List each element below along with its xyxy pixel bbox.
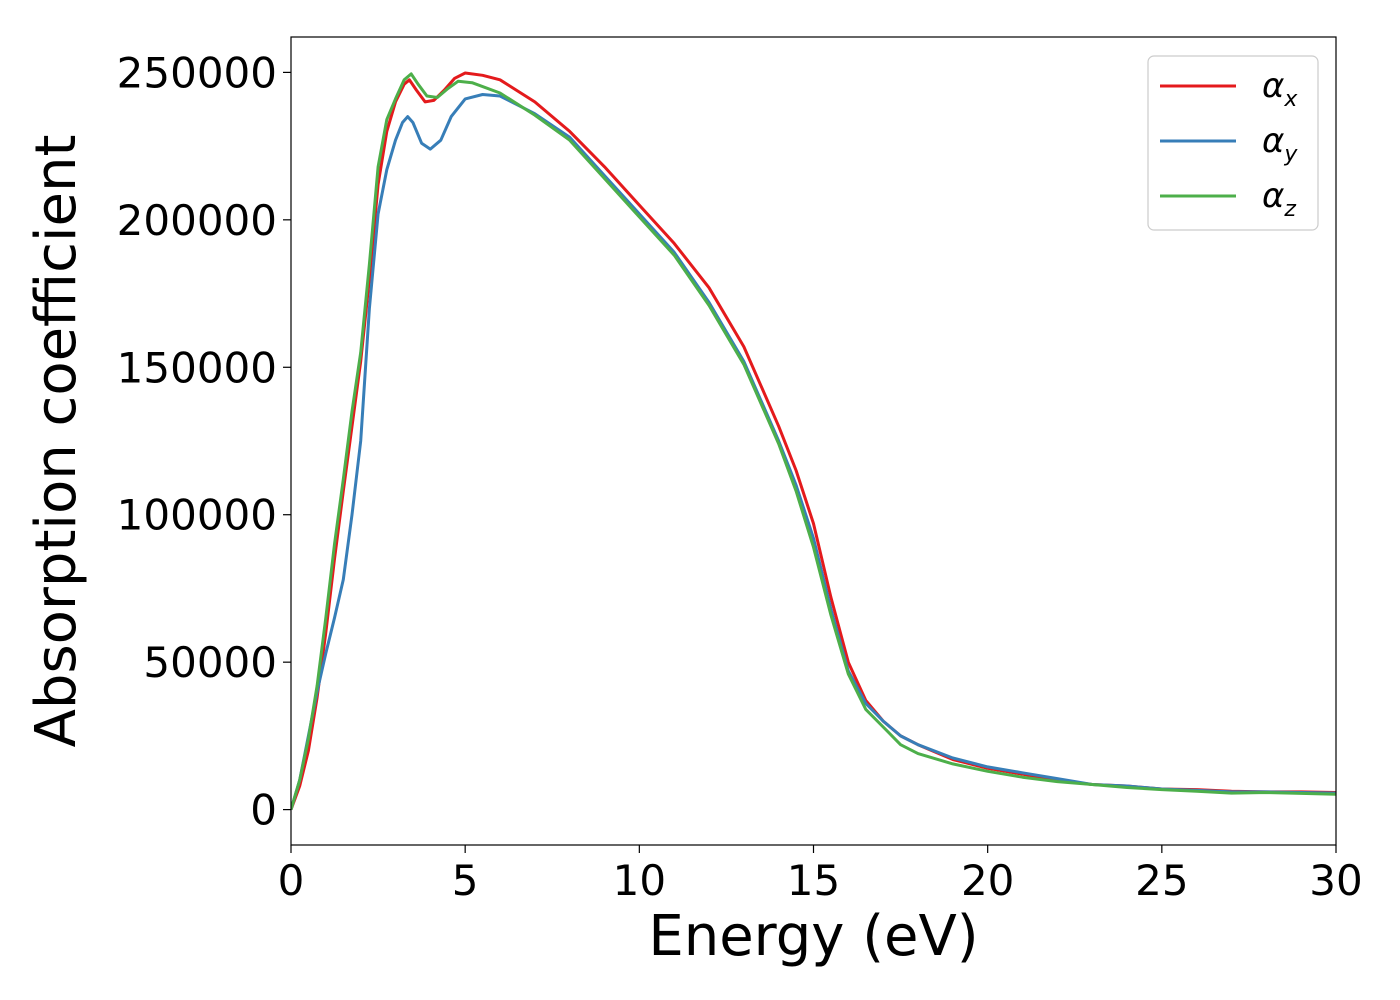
x-tick-label: 10 bbox=[613, 856, 666, 905]
y-tick-label: 150000 bbox=[117, 343, 277, 392]
x-axis: 0 5 10 15 20 25 30 bbox=[278, 845, 1363, 905]
series-line-z bbox=[291, 72, 1336, 811]
x-tick-label: 25 bbox=[1135, 856, 1188, 905]
legend-box bbox=[1147, 55, 1319, 231]
plot-area bbox=[291, 71, 1336, 811]
x-tick-label: 15 bbox=[787, 856, 840, 905]
y-tick-label: 50000 bbox=[143, 638, 277, 687]
y-tick-label: 200000 bbox=[117, 196, 277, 245]
y-tick-label: 0 bbox=[250, 786, 277, 835]
y-axis-title: Absorption coefficient bbox=[24, 135, 89, 748]
x-tick-label: 20 bbox=[961, 856, 1014, 905]
x-axis-title: Energy (eV) bbox=[648, 904, 978, 969]
x-tick-label: 5 bbox=[452, 856, 479, 905]
series-line-y bbox=[291, 93, 1336, 811]
y-axis: 0 50000 100000 150000 200000 250000 bbox=[117, 48, 291, 835]
x-tick-label: 0 bbox=[278, 856, 305, 905]
y-tick-label: 100000 bbox=[117, 491, 277, 540]
y-tick-label: 250000 bbox=[117, 48, 277, 97]
x-tick-label: 30 bbox=[1309, 856, 1362, 905]
